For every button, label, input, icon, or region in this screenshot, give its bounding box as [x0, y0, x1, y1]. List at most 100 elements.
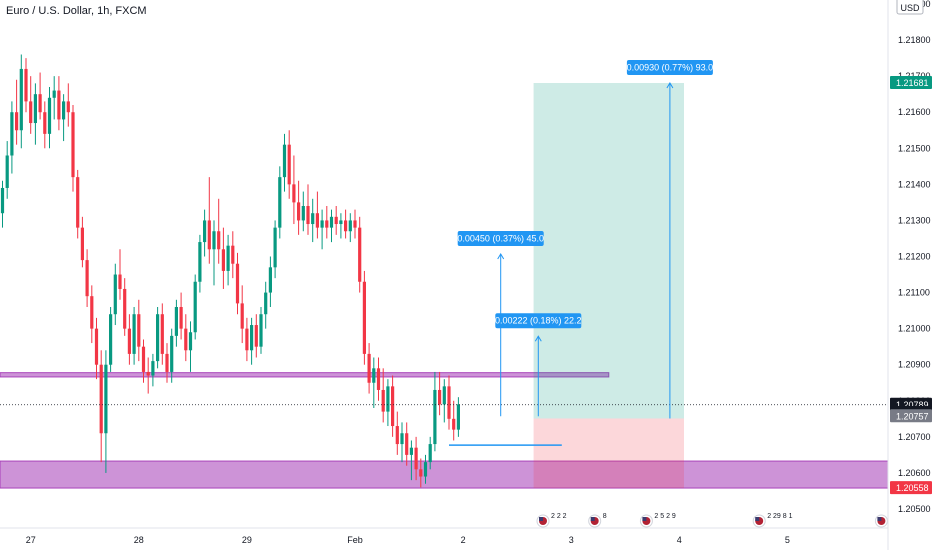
- candle[interactable]: [109, 307, 113, 372]
- candle[interactable]: [344, 209, 348, 239]
- candle[interactable]: [433, 371, 437, 452]
- candle[interactable]: [15, 79, 19, 145]
- candle[interactable]: [301, 191, 305, 232]
- candle[interactable]: [207, 177, 211, 264]
- candle[interactable]: [325, 206, 329, 239]
- candle[interactable]: [29, 76, 33, 134]
- candle[interactable]: [217, 198, 221, 264]
- candle[interactable]: [240, 285, 244, 344]
- measurement-2[interactable]: 0.00222 (0.18%) 22.2: [495, 313, 582, 417]
- candle[interactable]: [24, 58, 28, 113]
- candle[interactable]: [38, 72, 42, 120]
- candle[interactable]: [391, 375, 395, 437]
- candle[interactable]: [188, 321, 193, 372]
- candle[interactable]: [329, 209, 334, 243]
- candle[interactable]: [137, 299, 141, 362]
- event-marker[interactable]: 2 29 8 1: [752, 513, 793, 528]
- candle[interactable]: [62, 94, 66, 142]
- position-target-zone[interactable]: [533, 82, 684, 419]
- candle[interactable]: [0, 180, 5, 228]
- resistance-zone[interactable]: [0, 372, 610, 378]
- candle[interactable]: [104, 350, 108, 473]
- candle[interactable]: [94, 317, 99, 380]
- candle[interactable]: [179, 292, 183, 340]
- candle[interactable]: [193, 274, 197, 340]
- candle[interactable]: [47, 86, 52, 149]
- candle[interactable]: [80, 216, 84, 268]
- candle[interactable]: [52, 76, 56, 120]
- candle[interactable]: [287, 130, 291, 199]
- candle[interactable]: [245, 317, 249, 362]
- candle[interactable]: [127, 314, 131, 365]
- candle[interactable]: [428, 436, 432, 470]
- candle[interactable]: [198, 234, 202, 293]
- candle[interactable]: [358, 216, 362, 293]
- candle[interactable]: [456, 397, 460, 437]
- candle[interactable]: [123, 278, 127, 336]
- candle[interactable]: [221, 227, 225, 289]
- candle[interactable]: [405, 422, 409, 466]
- candle[interactable]: [174, 299, 178, 347]
- candle[interactable]: [419, 458, 423, 488]
- candle[interactable]: [33, 83, 37, 145]
- candle[interactable]: [442, 379, 446, 423]
- candle[interactable]: [90, 285, 94, 344]
- candle[interactable]: [315, 191, 319, 239]
- candle[interactable]: [254, 314, 258, 358]
- candle[interactable]: [146, 357, 150, 394]
- event-marker[interactable]: 2 5 2 9: [639, 513, 676, 528]
- candle[interactable]: [5, 141, 9, 199]
- measurement-1[interactable]: 0.00450 (0.37%) 45.0: [457, 230, 544, 417]
- measurement-3[interactable]: 0.00930 (0.77%) 93.0: [627, 59, 714, 419]
- candle[interactable]: [250, 317, 254, 365]
- candle[interactable]: [141, 339, 146, 383]
- candle[interactable]: [273, 220, 277, 279]
- candle[interactable]: [99, 350, 103, 463]
- candle[interactable]: [165, 343, 169, 383]
- candle[interactable]: [132, 307, 136, 365]
- candle[interactable]: [151, 353, 155, 387]
- candle[interactable]: [203, 209, 207, 257]
- candle[interactable]: [212, 220, 216, 286]
- candle[interactable]: [170, 328, 174, 383]
- event-marker[interactable]: 8: [588, 513, 607, 528]
- candle[interactable]: [85, 249, 89, 307]
- price-axis[interactable]: [888, 0, 932, 550]
- candle[interactable]: [226, 234, 230, 286]
- candle[interactable]: [156, 307, 160, 369]
- candle[interactable]: [311, 198, 315, 243]
- candle[interactable]: [184, 314, 188, 362]
- candle[interactable]: [362, 270, 366, 365]
- candle[interactable]: [264, 281, 268, 329]
- candle[interactable]: [268, 256, 272, 308]
- candle[interactable]: [259, 307, 263, 354]
- candle[interactable]: [334, 206, 338, 235]
- candle[interactable]: [113, 263, 117, 326]
- candle[interactable]: [423, 454, 428, 484]
- candle[interactable]: [292, 155, 296, 225]
- candle[interactable]: [395, 411, 399, 455]
- candle[interactable]: [71, 105, 75, 192]
- candle[interactable]: [10, 101, 14, 174]
- candle[interactable]: [278, 166, 282, 239]
- candle[interactable]: [160, 303, 164, 365]
- candle[interactable]: [43, 101, 47, 149]
- candle[interactable]: [452, 400, 456, 441]
- candle[interactable]: [372, 357, 376, 409]
- candle[interactable]: [297, 180, 301, 235]
- candle[interactable]: [367, 343, 371, 394]
- position-stop-zone[interactable]: [533, 418, 684, 489]
- candle[interactable]: [306, 184, 310, 235]
- candle[interactable]: [320, 209, 324, 250]
- candle[interactable]: [118, 249, 122, 300]
- candle[interactable]: [76, 169, 80, 239]
- candle[interactable]: [231, 231, 235, 279]
- candle[interactable]: [235, 252, 240, 315]
- candle[interactable]: [66, 83, 70, 127]
- candle[interactable]: [438, 371, 442, 416]
- candle[interactable]: [57, 76, 61, 131]
- candle[interactable]: [376, 357, 381, 401]
- candle[interactable]: [339, 213, 343, 239]
- candle[interactable]: [381, 368, 385, 423]
